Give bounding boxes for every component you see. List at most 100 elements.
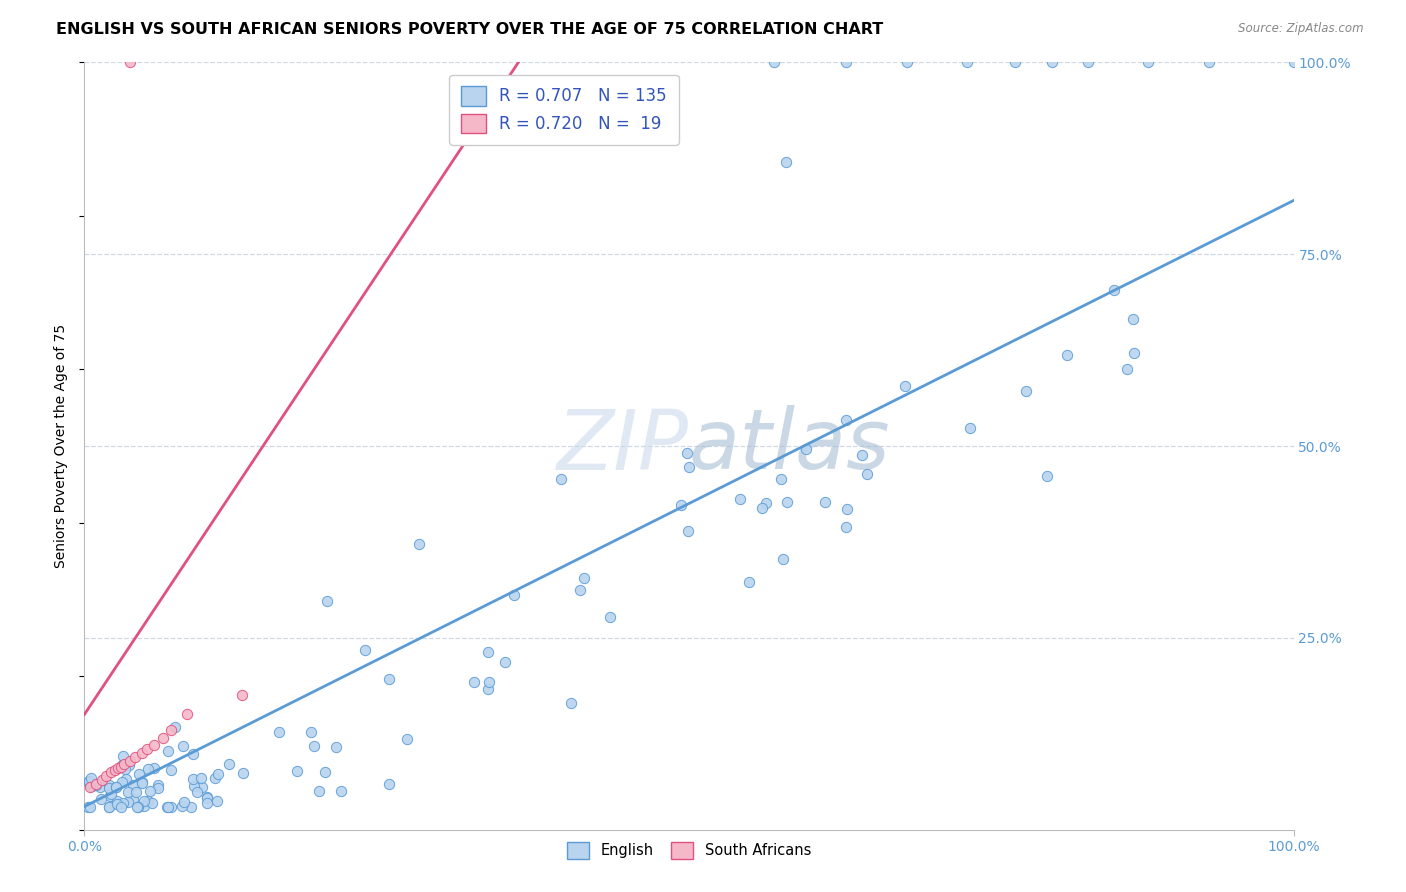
Point	[316, 593, 339, 607]
Legend: English, South Africans: English, South Africans	[561, 836, 817, 864]
Point	[127, 799, 149, 814]
Point	[835, 413, 858, 427]
Point	[835, 502, 858, 516]
Point	[1035, 469, 1057, 483]
Point	[751, 501, 773, 516]
Point	[131, 776, 153, 790]
Point	[84, 778, 107, 792]
Point	[568, 582, 591, 597]
Point	[477, 674, 499, 689]
Point	[776, 495, 799, 509]
Point	[163, 720, 186, 734]
Point	[463, 674, 485, 689]
Point	[114, 762, 136, 776]
Point	[572, 571, 595, 585]
Point	[111, 775, 134, 789]
Point	[477, 645, 499, 659]
Point	[173, 795, 195, 809]
Text: ENGLISH VS SOUTH AFRICAN SENIORS POVERTY OVER THE AGE OF 75 CORRELATION CHART: ENGLISH VS SOUTH AFRICAN SENIORS POVERTY…	[56, 22, 883, 37]
Point	[728, 492, 751, 507]
Point	[159, 799, 181, 814]
Point	[111, 757, 134, 772]
Point	[191, 780, 214, 795]
Point	[354, 643, 377, 657]
Point	[550, 472, 572, 486]
Point	[1040, 55, 1063, 70]
Point	[181, 747, 204, 761]
Point	[107, 761, 129, 775]
Point	[195, 796, 218, 810]
Point	[148, 778, 170, 792]
Point	[98, 789, 121, 803]
Point	[1004, 55, 1026, 70]
Point	[1077, 55, 1099, 70]
Point	[120, 754, 142, 768]
Point	[231, 689, 253, 703]
Point	[678, 459, 700, 474]
Point	[835, 55, 858, 70]
Point	[180, 799, 202, 814]
Point	[503, 588, 526, 602]
Point	[896, 55, 918, 70]
Point	[100, 787, 122, 801]
Y-axis label: Seniors Poverty Over the Age of 75: Seniors Poverty Over the Age of 75	[55, 324, 69, 568]
Point	[205, 794, 228, 808]
Point	[90, 791, 112, 805]
Point	[183, 779, 205, 793]
Point	[302, 739, 325, 754]
Point	[131, 746, 153, 760]
Point	[855, 467, 877, 482]
Point	[1015, 384, 1038, 398]
Point	[190, 771, 212, 785]
Point	[160, 723, 183, 737]
Point	[1122, 311, 1144, 326]
Point	[477, 681, 499, 696]
Point	[107, 797, 129, 811]
Point	[141, 797, 163, 811]
Point	[299, 724, 322, 739]
Point	[267, 725, 290, 739]
Point	[560, 696, 582, 710]
Point	[204, 772, 226, 786]
Point	[111, 758, 134, 772]
Point	[156, 744, 179, 758]
Point	[378, 777, 401, 791]
Point	[94, 769, 117, 783]
Point	[120, 55, 142, 70]
Point	[769, 472, 792, 486]
Point	[181, 772, 204, 786]
Point	[599, 610, 621, 624]
Point	[105, 797, 128, 812]
Point	[835, 520, 858, 534]
Point	[775, 155, 797, 169]
Point	[100, 765, 122, 780]
Point	[132, 794, 155, 808]
Point	[1198, 55, 1220, 70]
Point	[218, 756, 240, 771]
Point	[91, 772, 114, 787]
Point	[105, 780, 128, 794]
Point	[128, 766, 150, 780]
Point	[89, 780, 111, 794]
Point	[143, 738, 166, 752]
Point	[894, 379, 917, 393]
Point	[494, 655, 516, 669]
Point	[814, 495, 837, 509]
Point	[1137, 55, 1160, 70]
Point	[104, 780, 127, 794]
Point	[86, 776, 108, 790]
Point	[314, 765, 336, 780]
Point	[396, 731, 419, 746]
Point	[207, 767, 229, 781]
Point	[329, 784, 352, 798]
Point	[110, 759, 132, 773]
Point	[287, 764, 309, 778]
Point	[117, 795, 139, 809]
Point	[110, 799, 132, 814]
Point	[851, 448, 873, 462]
Point	[1116, 362, 1139, 376]
Point	[737, 574, 759, 589]
Point	[195, 789, 218, 804]
Point	[131, 775, 153, 789]
Text: Source: ZipAtlas.com: Source: ZipAtlas.com	[1239, 22, 1364, 36]
